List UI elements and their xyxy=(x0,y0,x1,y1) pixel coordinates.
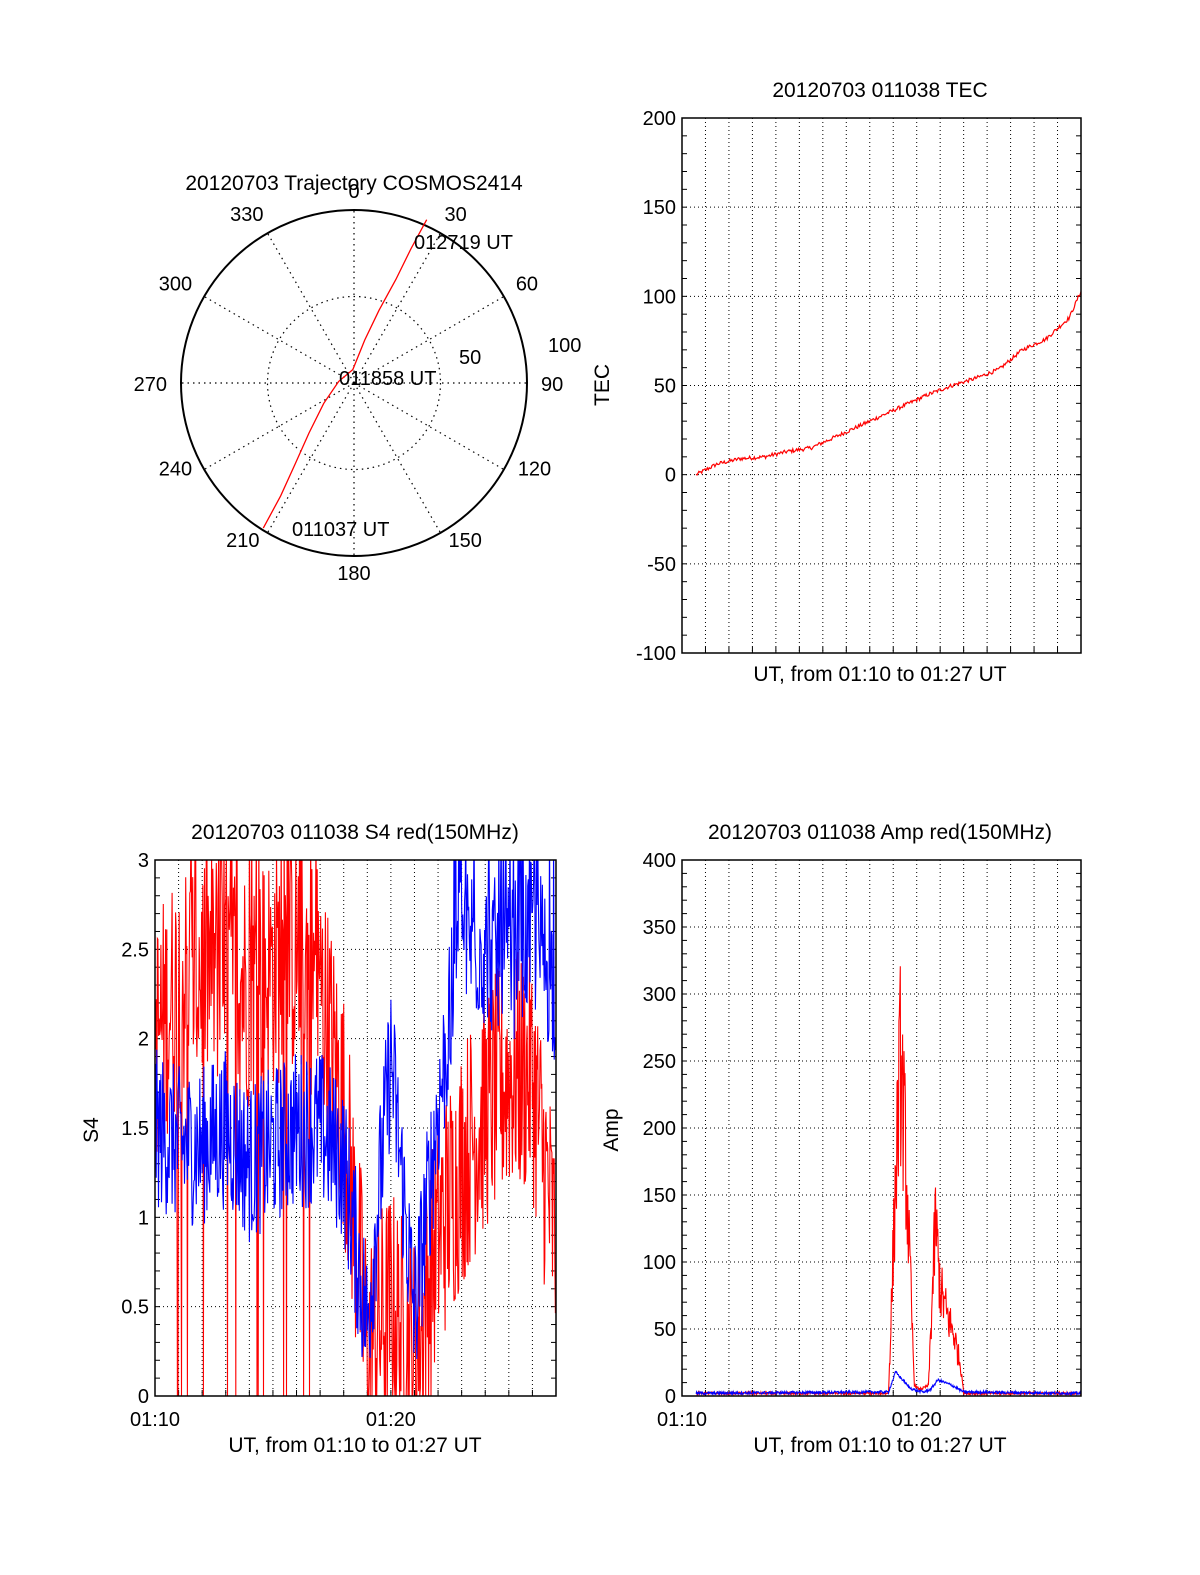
y-tick-label: 200 xyxy=(643,1118,676,1140)
tec-ylabel: TEC xyxy=(591,364,614,406)
y-tick-label: 1.5 xyxy=(121,1118,149,1140)
amp-chart: 20120703 011038 Amp red(150MHz) UT, from… xyxy=(600,821,1082,1457)
trajectory-polar-plot: 20120703 Trajectory COSMOS2414 0 30 60 90 12… xyxy=(134,172,582,585)
polar-series xyxy=(262,219,428,529)
tick-labels: -100 -50 0 50 100 150 200 xyxy=(636,108,676,665)
polar-spoke xyxy=(203,382,355,471)
radial-tick-label: 100 xyxy=(548,335,581,357)
azimuth-tick-label: 0 xyxy=(348,181,359,203)
amp-title: 20120703 011038 Amp red(150MHz) xyxy=(708,821,1052,844)
polar-inner-ring xyxy=(266,295,442,471)
amp-line-red xyxy=(695,966,1081,1397)
y-tick-label: 50 xyxy=(654,1319,676,1341)
s4-title: 20120703 011038 S4 red(150MHz) xyxy=(191,821,519,844)
x-tick-label: 01:10 xyxy=(657,1409,707,1431)
s4-line-blue xyxy=(155,860,556,1360)
amp-xlabel: UT, from 01:10 to 01:27 UT xyxy=(753,1434,1006,1457)
s4-chart: 20120703 011038 S4 red(150MHz) UT, from … xyxy=(80,821,557,1457)
tec-series-line xyxy=(695,291,1082,476)
grid xyxy=(681,859,1082,1397)
azimuth-tick-label: 300 xyxy=(159,274,192,296)
polar-grid xyxy=(180,209,528,557)
x-tick-label: 01:10 xyxy=(130,1409,180,1431)
polar-tick-labels: 0 30 60 90 120 150 180 210 240 270 300 330 50 100 xyxy=(134,181,582,585)
azimuth-tick-label: 270 xyxy=(134,374,167,396)
amp-series xyxy=(695,966,1082,1397)
y-tick-label: 2 xyxy=(138,1029,149,1051)
y-tick-label: 0.5 xyxy=(121,1297,149,1319)
radial-tick-label: 50 xyxy=(459,347,481,369)
polar-spoke xyxy=(266,232,355,384)
polar-spoke xyxy=(353,295,505,384)
polar-spoke xyxy=(353,382,442,534)
tec-title: 20120703 011038 TEC xyxy=(772,79,987,102)
azimuth-tick-label: 240 xyxy=(159,459,192,481)
amp-line-blue xyxy=(695,1370,1082,1397)
azimuth-tick-label: 30 xyxy=(445,204,467,226)
annotation-zenith: 011858 UT xyxy=(339,368,436,390)
polar-spoke xyxy=(353,382,505,471)
grid xyxy=(681,117,1082,654)
polar-outer-ring xyxy=(180,209,528,557)
azimuth-tick-label: 150 xyxy=(449,530,482,552)
y-tick-label: 200 xyxy=(643,108,676,130)
y-tick-label: -100 xyxy=(636,643,676,665)
azimuth-tick-label: 210 xyxy=(226,530,259,552)
plot-frame xyxy=(681,859,1082,1397)
x-tick-label: 01:20 xyxy=(366,1409,416,1431)
plot-frame xyxy=(154,859,557,1397)
y-tick-label: 2.5 xyxy=(121,939,149,961)
x-tick-label: 01:20 xyxy=(892,1409,942,1431)
azimuth-tick-label: 180 xyxy=(337,563,370,585)
tec-chart: 20120703 011038 TEC UT, from 01:10 to 01… xyxy=(591,79,1082,686)
y-tick-label: 300 xyxy=(643,984,676,1006)
y-tick-label: -50 xyxy=(647,554,676,576)
y-tick-label: 3 xyxy=(138,850,149,872)
s4-series xyxy=(155,860,556,1396)
y-tick-label: 150 xyxy=(643,197,676,219)
y-tick-label: 0 xyxy=(665,465,676,487)
amp-ylabel: Amp xyxy=(600,1108,623,1151)
polar-spoke xyxy=(353,232,442,384)
y-tick-label: 0 xyxy=(138,1386,149,1408)
polar-spoke xyxy=(266,382,355,534)
tick-labels: 0 0.5 1 1.5 2 2.5 3 01:10 01:20 xyxy=(121,850,416,1431)
y-tick-label: 350 xyxy=(643,917,676,939)
y-tick-label: 50 xyxy=(654,376,676,398)
y-tick-label: 400 xyxy=(643,850,676,872)
polar-title: 20120703 Trajectory COSMOS2414 xyxy=(185,172,523,195)
annotation-start: 011037 UT xyxy=(292,519,389,541)
s4-ylabel: S4 xyxy=(80,1117,103,1143)
azimuth-tick-label: 90 xyxy=(541,374,563,396)
polar-spoke xyxy=(203,295,355,384)
annotation-end: 012719 UT xyxy=(414,232,513,254)
azimuth-tick-label: 60 xyxy=(516,274,538,296)
y-tick-label: 0 xyxy=(665,1386,676,1408)
y-tick-label: 250 xyxy=(643,1051,676,1073)
y-tick-label: 150 xyxy=(643,1185,676,1207)
s4-xlabel: UT, from 01:10 to 01:27 UT xyxy=(228,1434,481,1457)
y-tick-label: 1 xyxy=(138,1207,149,1229)
azimuth-tick-label: 330 xyxy=(230,204,263,226)
y-tick-label: 100 xyxy=(643,286,676,308)
y-tick-label: 100 xyxy=(643,1252,676,1274)
tec-xlabel: UT, from 01:10 to 01:27 UT xyxy=(753,663,1006,686)
trajectory-line xyxy=(262,219,428,529)
plot-frame xyxy=(681,117,1082,654)
tick-labels: 0 50 100 150 200 250 300 350 400 01:10 01:20 xyxy=(643,850,942,1431)
azimuth-tick-label: 120 xyxy=(518,459,551,481)
